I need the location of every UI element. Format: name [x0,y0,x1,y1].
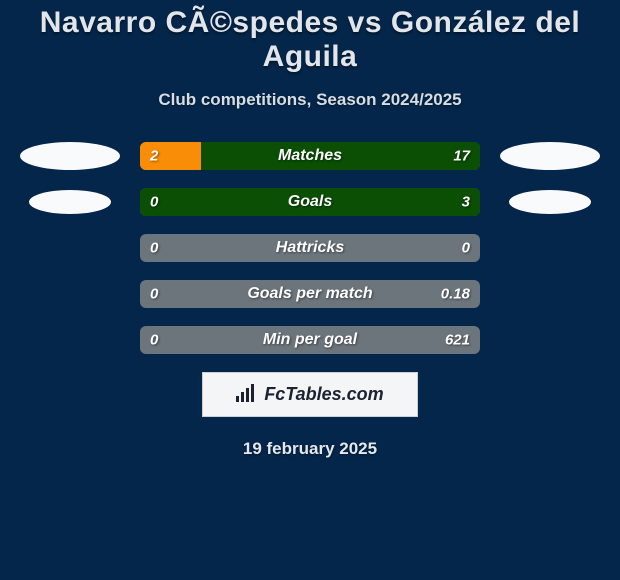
stat-bar: 2 17 Matches [140,142,480,170]
stats-container: 2 17 Matches 0 3 Goals 0 0 Hattricks 0 0.18 Goals p… [0,142,620,354]
stat-value-right: 0 [462,240,470,257]
stat-bar: 0 621 Min per goal [140,326,480,354]
logo-box: FcTables.com [202,372,418,417]
stat-value-left: 0 [150,286,158,303]
stat-label: Hattricks [276,239,344,257]
stat-bar: 0 0 Hattricks [140,234,480,262]
left-icon-slot [10,142,130,170]
bars-icon [236,382,258,407]
date-text: 19 february 2025 [0,439,620,459]
player-left-ellipse [29,190,111,214]
stat-row: 0 0.18 Goals per match [0,280,620,308]
stat-value-left: 0 [150,194,158,211]
stat-row: 2 17 Matches [0,142,620,170]
stat-row: 0 621 Min per goal [0,326,620,354]
stat-value-right: 0.18 [441,286,470,303]
player-left-ellipse [20,142,120,170]
stat-bar: 0 0.18 Goals per match [140,280,480,308]
stat-label: Goals per match [247,285,372,303]
stat-value-right: 621 [445,332,470,349]
subtitle: Club competitions, Season 2024/2025 [0,90,620,110]
stat-label: Min per goal [263,331,357,349]
stat-value-left: 0 [150,332,158,349]
stat-label: Matches [278,147,342,165]
stat-value-right: 3 [462,194,470,211]
stat-row: 0 3 Goals [0,188,620,216]
player-right-ellipse [500,142,600,170]
page-title: Navarro CÃ©spedes vs González del Aguila [0,0,620,74]
right-icon-slot [490,190,610,214]
right-icon-slot [490,142,610,170]
stat-value-left: 0 [150,240,158,257]
stat-bar: 0 3 Goals [140,188,480,216]
left-icon-slot [10,190,130,214]
stat-row: 0 0 Hattricks [0,234,620,262]
stat-value-right: 17 [453,148,470,165]
player-right-ellipse [509,190,591,214]
stat-value-left: 2 [150,148,158,165]
stat-label: Goals [288,193,332,211]
logo-text: FcTables.com [264,384,383,405]
